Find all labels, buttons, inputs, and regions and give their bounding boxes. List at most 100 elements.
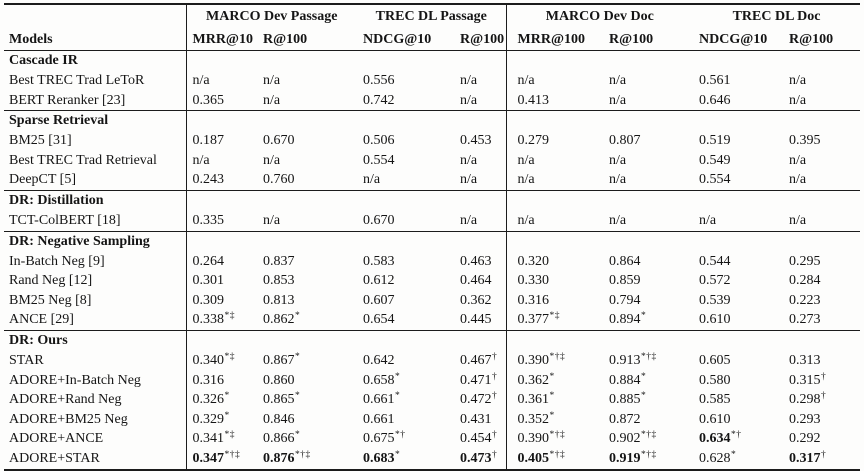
metric-value-cell: 0.876*†‡ [257, 449, 357, 470]
empty-cell [257, 50, 358, 71]
metric-value-cell: 0.864 [603, 252, 693, 272]
metric-value-cell: 0.554 [357, 151, 454, 171]
metric-value: n/a [609, 152, 627, 168]
metric-value-cell: 0.902*†‡ [603, 429, 693, 449]
metric-value-cell: 0.471† [454, 370, 507, 391]
metric-value-cell: n/a [257, 71, 357, 91]
empty-cell [186, 110, 257, 132]
table-body: Cascade IR Best TREC Trad LeToR n/a n/a 0.55… [4, 50, 861, 470]
metric-value-cell: 0.661 [357, 410, 454, 430]
metric-value: n/a [460, 212, 478, 228]
metric-value-cell: 0.628* [693, 449, 783, 470]
metric-value-cell: 0.329* [186, 410, 257, 430]
empty-cell [186, 329, 257, 351]
metric-value: 0.347 [192, 450, 225, 466]
significance-marks: * [395, 391, 401, 402]
metric-value: 0.867 [263, 352, 295, 368]
significance-marks: * [295, 351, 301, 362]
metric-value: n/a [192, 152, 210, 168]
metric-value-cell: 0.610 [693, 410, 783, 430]
metric-value-cell: 0.612 [357, 271, 454, 291]
metric-value-cell: 0.894* [603, 310, 693, 330]
metric-value: n/a [263, 92, 281, 108]
table-row: ADORE+STAR 0.347*†‡ 0.876*†‡ 0.683* 0.473† 0.… [4, 448, 860, 470]
metric-value-cell: n/a [603, 211, 693, 231]
metric-value-cell: 0.654 [357, 310, 454, 330]
metric-value: 0.872 [609, 411, 641, 427]
metric-value: 0.463 [460, 253, 492, 269]
model-name: In-Batch Neg [9] [4, 251, 187, 272]
model-name: DeepCT [5] [4, 170, 187, 191]
empty-cell [506, 110, 604, 132]
group-header-row: MARCO Dev Passage TREC DL Passage MARCO … [4, 4, 860, 28]
metric-value-cell: 0.865* [257, 390, 357, 410]
metric-value-cell: 0.862* [257, 310, 357, 330]
significance-marks: *†‡ [549, 351, 566, 362]
metric-value: 0.612 [363, 273, 395, 289]
metric-value-cell: 0.561 [693, 71, 783, 91]
metric-value-cell: 0.642 [357, 351, 454, 371]
metric-value: 0.642 [363, 352, 395, 368]
metric-value: 0.445 [460, 312, 492, 328]
significance-marks: * [224, 391, 230, 402]
section-title: DR: Negative Sampling [4, 230, 187, 252]
metric-value: 0.390 [517, 431, 550, 447]
metric-value-cell: 0.467† [454, 350, 507, 371]
metric-value: 0.395 [789, 133, 821, 149]
metric-value: 0.658 [363, 372, 395, 388]
metric-value-cell: n/a [506, 211, 603, 231]
metric-value: n/a [609, 172, 627, 188]
significance-marks: * [549, 410, 555, 421]
metric-value: 0.320 [517, 253, 550, 269]
table-row: BM25 [31] 0.187 0.670 0.506 0.453 0.279 0.807 0… [4, 131, 860, 151]
empty-cell [454, 110, 507, 132]
metric-value-cell: n/a [454, 71, 507, 91]
metric-value: 0.605 [699, 352, 731, 368]
metric-value: 0.760 [263, 172, 295, 188]
metric-value-cell: n/a [603, 71, 693, 91]
metric-value-cell: 0.519 [693, 131, 783, 151]
metric-value-cell: 0.556 [357, 71, 454, 91]
metric-header-r100-passage-trec: R@100 [454, 28, 507, 51]
metric-value-cell: n/a [783, 151, 860, 171]
metric-value: 0.837 [263, 253, 295, 269]
metric-header-ndcg10-doc: NDCG@10 [693, 28, 784, 51]
empty-cell [454, 50, 507, 71]
metric-value-cell: 0.539 [693, 291, 783, 311]
metric-value: 0.273 [789, 312, 821, 328]
metric-value: 0.661 [363, 411, 395, 427]
metric-value-cell: 0.837 [257, 252, 357, 272]
metric-value: 0.846 [263, 411, 295, 427]
metric-value-cell: 0.413 [506, 91, 603, 111]
metric-value: 0.554 [363, 152, 395, 168]
metric-value: 0.675 [363, 431, 395, 447]
significance-marks: *†‡ [549, 449, 566, 460]
empty-cell [603, 189, 694, 211]
empty-cell [783, 110, 861, 132]
metric-value-cell: 0.313 [783, 351, 860, 371]
group-header-trec-dl-doc: TREC DL Doc [732, 9, 821, 24]
metric-value-cell: 0.279 [506, 131, 603, 151]
metric-value: 0.313 [789, 352, 821, 368]
empty-cell [454, 230, 507, 252]
empty-cell [693, 110, 784, 132]
table-row: TCT-ColBERT [18] 0.335 n/a 0.670 n/a n/a n/a n/… [4, 210, 860, 232]
significance-marks: † [492, 351, 498, 362]
metric-value: 0.352 [517, 411, 550, 427]
metric-value-cell: 0.352* [506, 410, 603, 430]
corner-cell [4, 4, 187, 28]
significance-marks: † [492, 449, 498, 460]
metric-value-cell: n/a [454, 150, 507, 171]
metric-value: 0.471 [460, 372, 492, 388]
empty-cell [454, 189, 507, 211]
metric-value: 0.556 [363, 73, 395, 88]
metric-value-cell: 0.390*†‡ [506, 351, 603, 371]
metric-value-cell: 0.670 [357, 211, 454, 231]
empty-cell [693, 230, 784, 252]
metric-value: 0.264 [192, 253, 225, 269]
metric-value: 0.884 [609, 372, 641, 388]
metric-value: n/a [699, 212, 717, 228]
significance-marks: † [821, 449, 827, 460]
table-row: Best TREC Trad LeToR n/a n/a 0.556 n/a n/a n/a… [4, 71, 860, 91]
metric-value-cell: 0.859 [603, 271, 693, 291]
